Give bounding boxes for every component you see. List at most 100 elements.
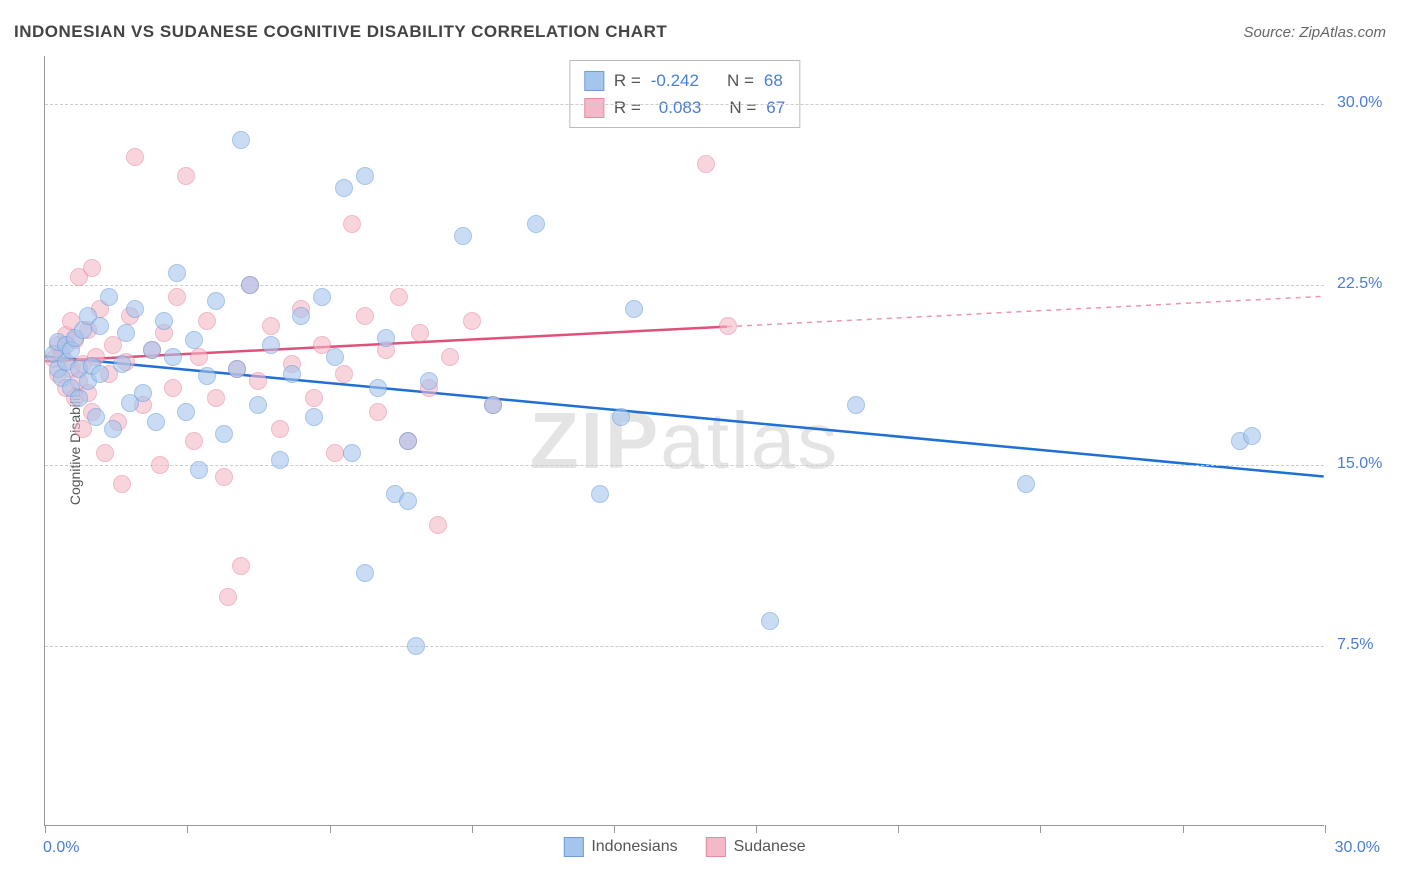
data-point: [215, 425, 233, 443]
y-tick-label: 22.5%: [1337, 275, 1382, 293]
data-point: [305, 408, 323, 426]
data-point: [168, 264, 186, 282]
legend-series-label-1: Indonesians: [591, 838, 677, 856]
data-point: [113, 355, 131, 373]
x-tick: [756, 825, 757, 833]
data-point: [185, 432, 203, 450]
x-tick: [898, 825, 899, 833]
x-tick: [45, 825, 46, 833]
data-point: [719, 317, 737, 335]
chart-title: INDONESIAN VS SUDANESE COGNITIVE DISABIL…: [14, 22, 667, 42]
data-point: [429, 516, 447, 534]
gridline-h: [45, 104, 1324, 105]
data-point: [198, 312, 216, 330]
y-tick-label: 30.0%: [1337, 94, 1382, 112]
data-point: [326, 348, 344, 366]
data-point: [83, 259, 101, 277]
data-point: [420, 372, 438, 390]
gridline-h: [45, 285, 1324, 286]
data-point: [241, 276, 259, 294]
data-point: [847, 396, 865, 414]
data-point: [262, 317, 280, 335]
data-point: [356, 307, 374, 325]
data-point: [262, 336, 280, 354]
data-point: [454, 227, 472, 245]
data-point: [271, 451, 289, 469]
data-point: [335, 365, 353, 383]
gridline-h: [45, 465, 1324, 466]
x-tick: [1040, 825, 1041, 833]
data-point: [369, 379, 387, 397]
data-point: [215, 468, 233, 486]
x-tick: [330, 825, 331, 833]
legend-n-val-2: 67: [766, 94, 785, 121]
data-point: [390, 288, 408, 306]
plot-area: ZIPatlas R = -0.242 N = 68 R = 0.083 N =…: [44, 56, 1324, 826]
legend-n-val-1: 68: [764, 67, 783, 94]
source-label: Source: ZipAtlas.com: [1243, 24, 1386, 41]
legend-series-item-2: Sudanese: [706, 837, 806, 857]
data-point: [190, 348, 208, 366]
data-point: [484, 396, 502, 414]
data-point: [399, 432, 417, 450]
data-point: [207, 389, 225, 407]
x-max-label: 30.0%: [1335, 839, 1380, 857]
chart-container: INDONESIAN VS SUDANESE COGNITIVE DISABIL…: [0, 0, 1406, 892]
legend-stats: R = -0.242 N = 68 R = 0.083 N = 67: [569, 60, 800, 128]
data-point: [369, 403, 387, 421]
legend-swatch-b1: [563, 837, 583, 857]
x-tick: [1325, 825, 1326, 833]
data-point: [168, 288, 186, 306]
legend-swatch-2: [584, 98, 604, 118]
legend-stats-row-2: R = 0.083 N = 67: [584, 94, 785, 121]
data-point: [283, 365, 301, 383]
legend-r-val-2: 0.083: [651, 94, 702, 121]
trend-line-dash: [727, 296, 1324, 326]
data-point: [411, 324, 429, 342]
data-point: [249, 372, 267, 390]
data-point: [151, 456, 169, 474]
data-point: [232, 557, 250, 575]
data-point: [104, 420, 122, 438]
data-point: [126, 300, 144, 318]
data-point: [527, 215, 545, 233]
data-point: [377, 329, 395, 347]
data-point: [87, 408, 105, 426]
data-point: [271, 420, 289, 438]
data-point: [761, 612, 779, 630]
y-tick-label: 7.5%: [1337, 636, 1373, 654]
data-point: [625, 300, 643, 318]
data-point: [313, 288, 331, 306]
data-point: [155, 312, 173, 330]
data-point: [177, 403, 195, 421]
data-point: [249, 396, 267, 414]
x-tick: [1183, 825, 1184, 833]
data-point: [117, 324, 135, 342]
x-min-label: 0.0%: [43, 839, 79, 857]
data-point: [70, 389, 88, 407]
data-point: [591, 485, 609, 503]
x-tick: [187, 825, 188, 833]
legend-n-label-2: N =: [729, 94, 756, 121]
x-tick: [614, 825, 615, 833]
data-point: [232, 131, 250, 149]
data-point: [190, 461, 208, 479]
trend-lines-svg: [45, 56, 1324, 825]
data-point: [177, 167, 195, 185]
legend-r-label-2: R =: [614, 94, 641, 121]
data-point: [96, 444, 114, 462]
data-point: [335, 179, 353, 197]
x-tick: [472, 825, 473, 833]
legend-series: Indonesians Sudanese: [563, 837, 805, 857]
data-point: [100, 288, 118, 306]
legend-n-label-1: N =: [727, 67, 754, 94]
data-point: [91, 365, 109, 383]
data-point: [441, 348, 459, 366]
data-point: [343, 215, 361, 233]
data-point: [185, 331, 203, 349]
data-point: [1017, 475, 1035, 493]
legend-r-label-1: R =: [614, 67, 641, 94]
data-point: [147, 413, 165, 431]
data-point: [697, 155, 715, 173]
gridline-h: [45, 646, 1324, 647]
